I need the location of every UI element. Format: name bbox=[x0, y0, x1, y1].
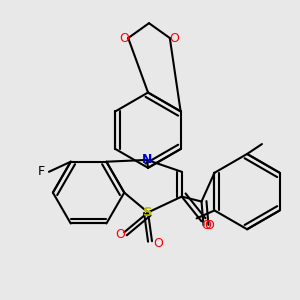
Text: O: O bbox=[153, 237, 163, 250]
Text: F: F bbox=[38, 165, 45, 178]
Text: O: O bbox=[169, 32, 179, 44]
Text: O: O bbox=[115, 228, 125, 241]
Text: S: S bbox=[143, 206, 153, 219]
Text: O: O bbox=[205, 219, 214, 232]
Text: O: O bbox=[202, 219, 212, 232]
Text: O: O bbox=[119, 32, 129, 44]
Text: N: N bbox=[142, 153, 152, 167]
